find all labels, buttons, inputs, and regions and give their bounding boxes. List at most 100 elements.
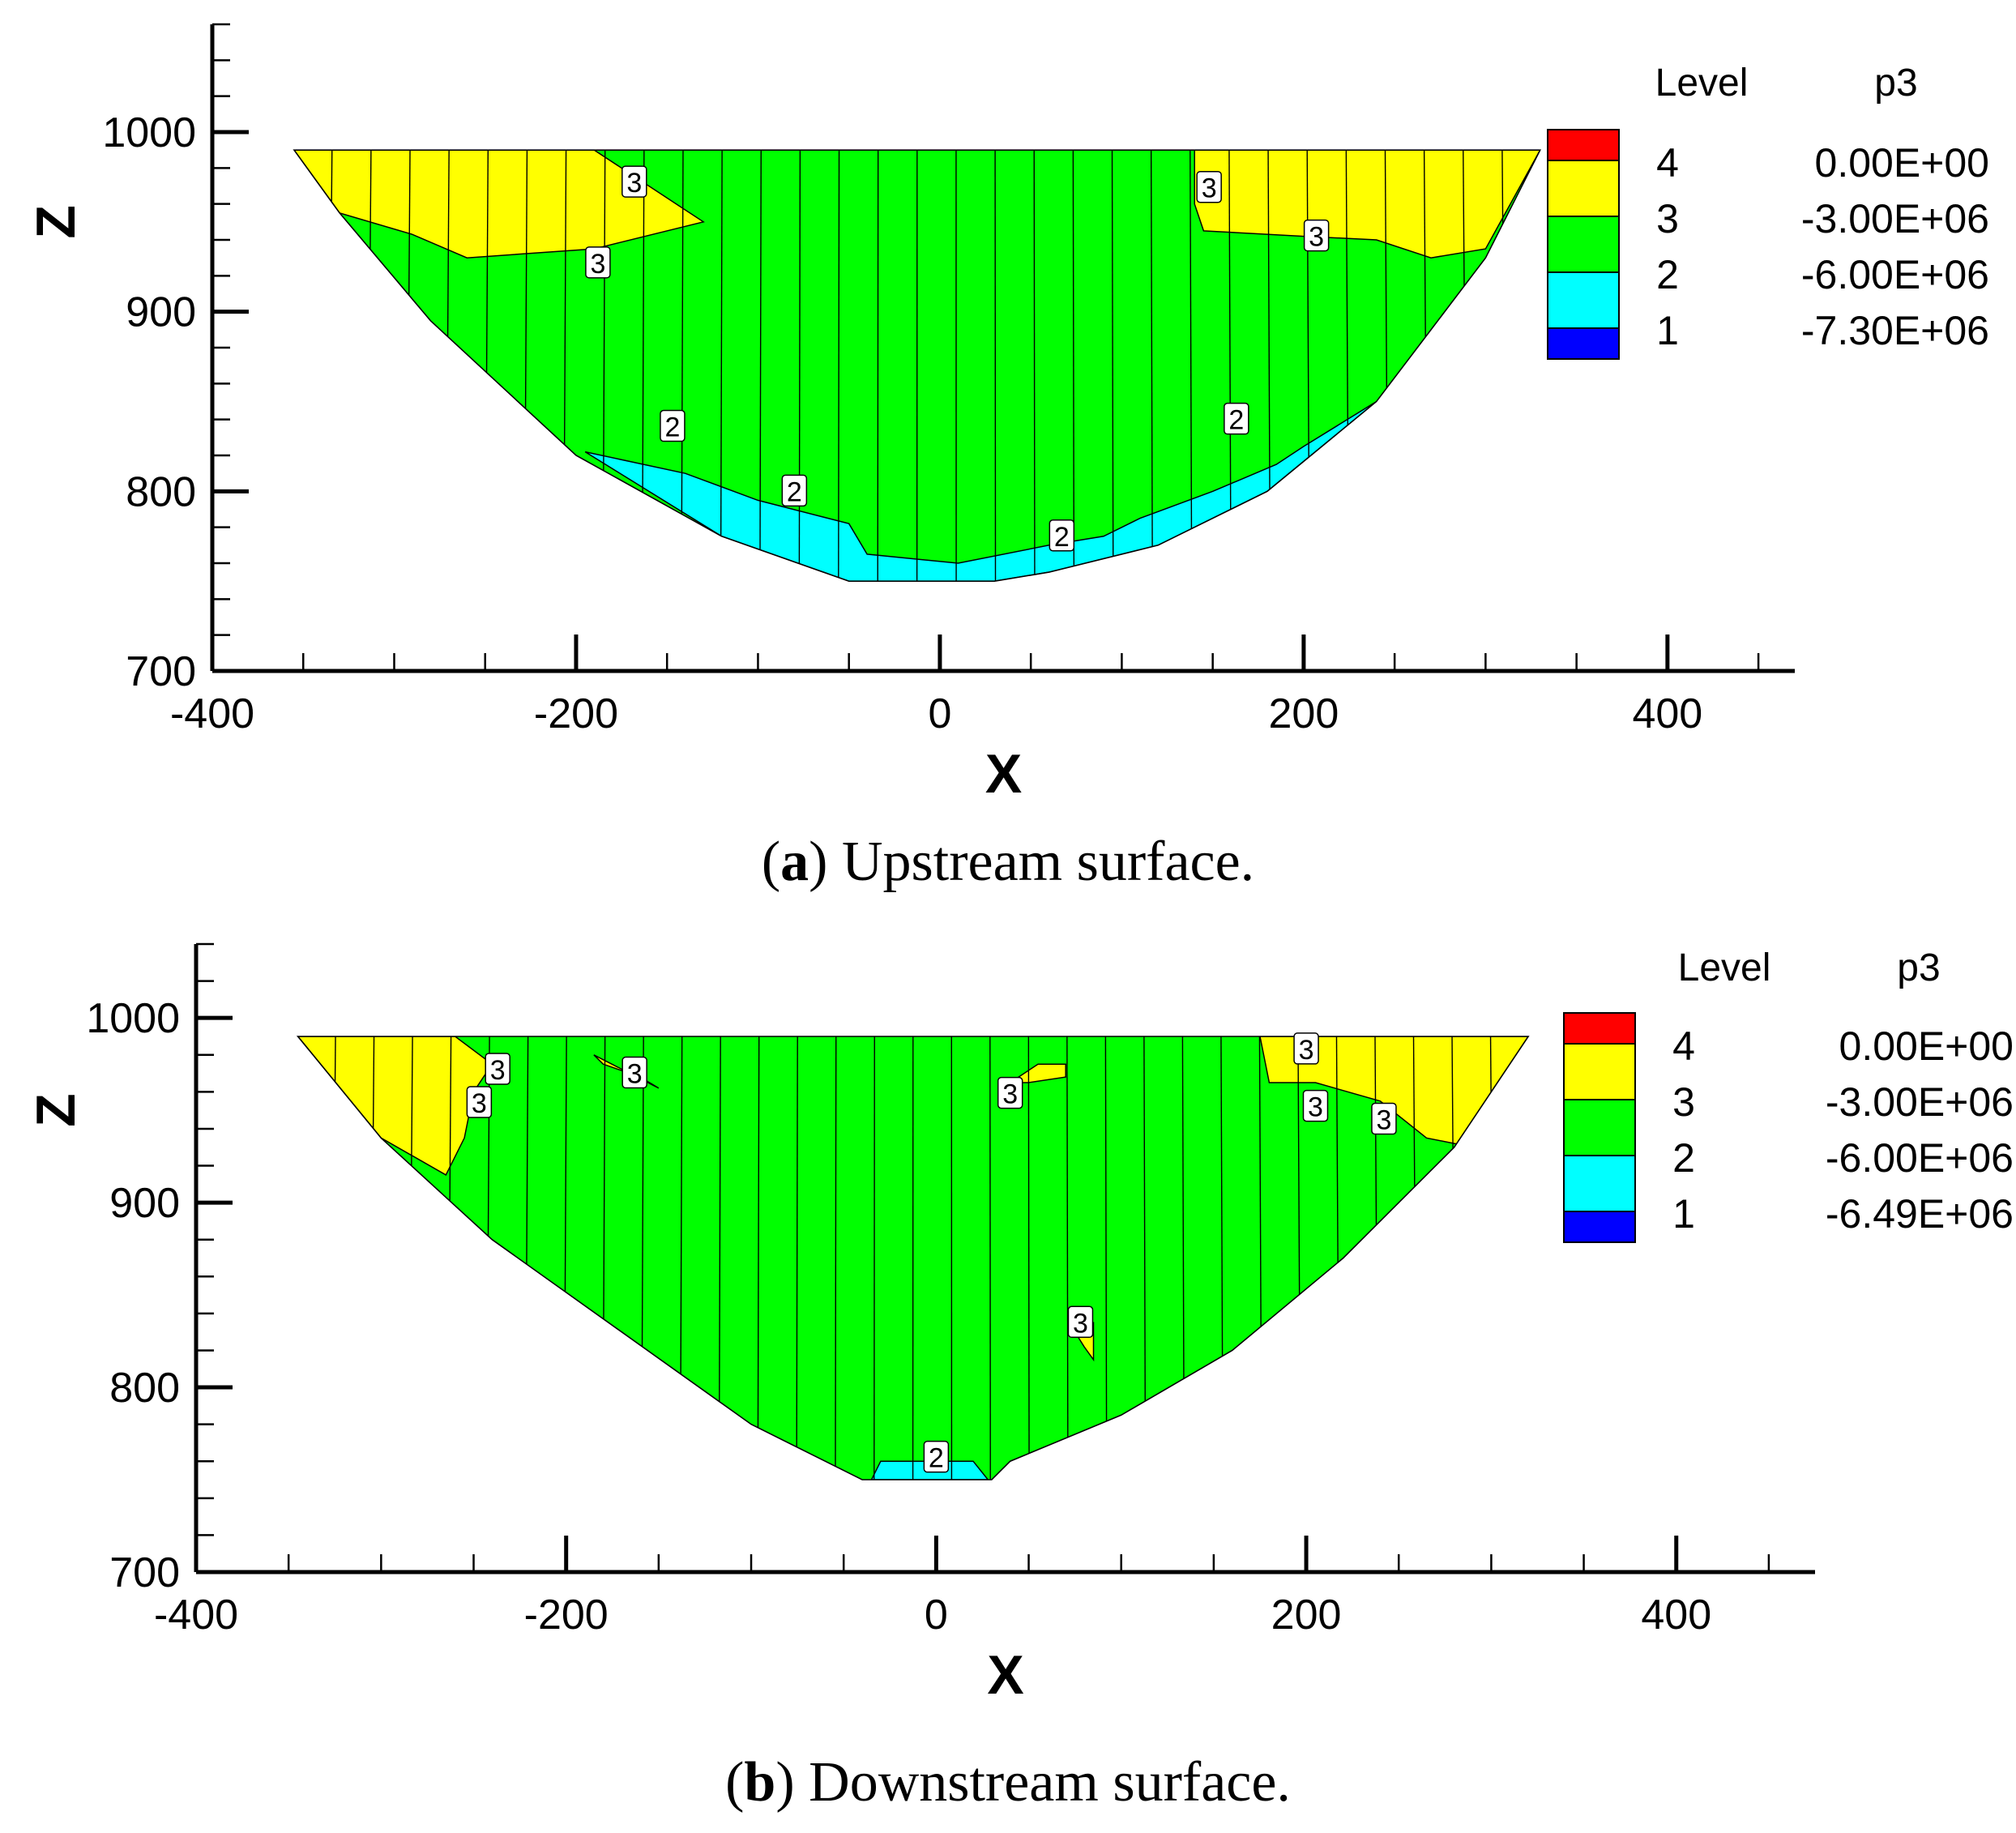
y-axis-title: Z [25,205,87,239]
svg-text:3: 3 [1002,1079,1018,1110]
contour-label: 3 [1293,1032,1319,1066]
y-tick-label: 700 [109,1549,180,1596]
contour-label: 3 [1067,1305,1094,1339]
caption-upstream: (a) Upstream surface. [762,831,1254,893]
legend-swatch [1547,327,1620,360]
legend-swatch [1547,160,1620,217]
mesh-line [994,150,997,582]
x-tick-label: 0 [928,690,951,737]
y-tick-label: 800 [126,468,196,515]
legend-level-label: 4 [1656,140,1679,186]
svg-text:3: 3 [1308,1092,1323,1123]
y-tick-label: 1000 [86,995,180,1042]
region-level-4 [1008,1063,1066,1083]
contour-label: 3 [621,165,647,199]
legend-swatch [1563,1043,1636,1100]
legend-swatch [1563,1155,1636,1212]
legend-swatch [1547,271,1620,329]
x-tick-label: -400 [154,1592,238,1639]
y-tick-label: 900 [109,1180,180,1227]
contour-label: 3 [1302,1089,1329,1123]
contour-label: 2 [1049,519,1075,553]
caption-downstream: (b) Downstream surface. [725,1751,1291,1814]
legend-swatch [1563,1012,1636,1045]
contour-label: 3 [1371,1102,1397,1136]
x-tick-label: -200 [524,1592,609,1639]
mesh-line [1033,150,1036,582]
legend-value-label: -6.00E+06 [1801,252,1989,297]
x-tick-label: 400 [1632,690,1702,737]
mesh-line [873,1036,876,1480]
contour-label: 2 [781,474,808,507]
contour-label: 3 [1303,219,1330,253]
y-tick-label: 800 [109,1365,180,1412]
domain-outline [296,1036,1530,1480]
svg-text:3: 3 [626,168,642,199]
legend-value-label: -6.00E+06 [1826,1135,2014,1181]
contour-label: 3 [997,1076,1023,1110]
contour-labels-upstream: 3 3 3 3 2 2 2 2 [585,165,1330,553]
axes-upstream: -400 -200 0 200 400 700 800 900 1000 X Z [25,23,1795,805]
caption-letter-b: b [744,1751,775,1814]
mesh-line [1422,150,1429,582]
x-tick-label: 200 [1271,1592,1342,1639]
legend-level-label: 2 [1672,1135,1695,1181]
legend-value-label: 0.00E+00 [1839,1023,2014,1069]
mesh-line [366,150,373,582]
x-tick-label: 0 [925,1592,948,1639]
legend-level-label: 2 [1656,252,1679,297]
mesh-line [445,150,451,582]
legend-header-var: p3 [1874,62,1917,105]
x-tick-label: 200 [1269,690,1339,737]
x-tick-label: -200 [534,690,618,737]
x-tick-label: -400 [170,690,254,737]
contour-label: 2 [660,409,686,443]
svg-text:3: 3 [1299,1035,1314,1066]
legend-level-label: 1 [1656,308,1679,353]
x-axis-title: X [985,743,1022,805]
legend-header-var: p3 [1897,946,1940,989]
mesh-line [1111,150,1114,582]
contour-label: 3 [466,1086,493,1119]
contour-plot-downstream [296,1036,1530,1480]
contour-label: 3 [621,1056,647,1090]
svg-text:3: 3 [590,249,605,280]
region-level-4 [294,150,705,258]
mesh-line [1500,150,1507,582]
mesh-line [1461,150,1468,582]
svg-text:2: 2 [929,1443,944,1474]
legend-value-label: -3.00E+06 [1801,196,1989,241]
legend-level-label: 3 [1672,1079,1695,1125]
svg-text:2: 2 [1054,522,1070,553]
region-level-4 [1194,150,1540,258]
legend-swatch [1563,1211,1636,1243]
svg-text:3: 3 [1202,173,1217,204]
mesh-line [798,150,801,582]
contour-label: 3 [1196,170,1222,204]
legend-level-label: 3 [1656,196,1679,241]
svg-text:2: 2 [664,412,680,443]
contour-label: 2 [923,1440,950,1474]
y-tick-label: 700 [126,648,196,695]
contour-label: 2 [1224,402,1249,436]
legend-value-label: -7.30E+06 [1801,308,1989,353]
svg-text:3: 3 [1073,1308,1088,1339]
domain-outline [293,149,1542,583]
contour-label: 3 [585,246,611,280]
svg-text:3: 3 [472,1088,487,1119]
legend-value-label: -6.49E+06 [1826,1191,2014,1237]
legend-swatch [1547,129,1620,161]
mesh-line [327,150,334,582]
legend-level-label: 1 [1672,1191,1695,1237]
contour-plot-upstream [293,149,1542,583]
mesh-line [1072,150,1075,582]
legend-swatch [1563,1099,1636,1156]
legend-value-label: 0.00E+00 [1815,140,1989,186]
legend-swatch [1547,216,1620,273]
svg-text:3: 3 [1309,222,1324,253]
mesh-line [405,150,412,582]
